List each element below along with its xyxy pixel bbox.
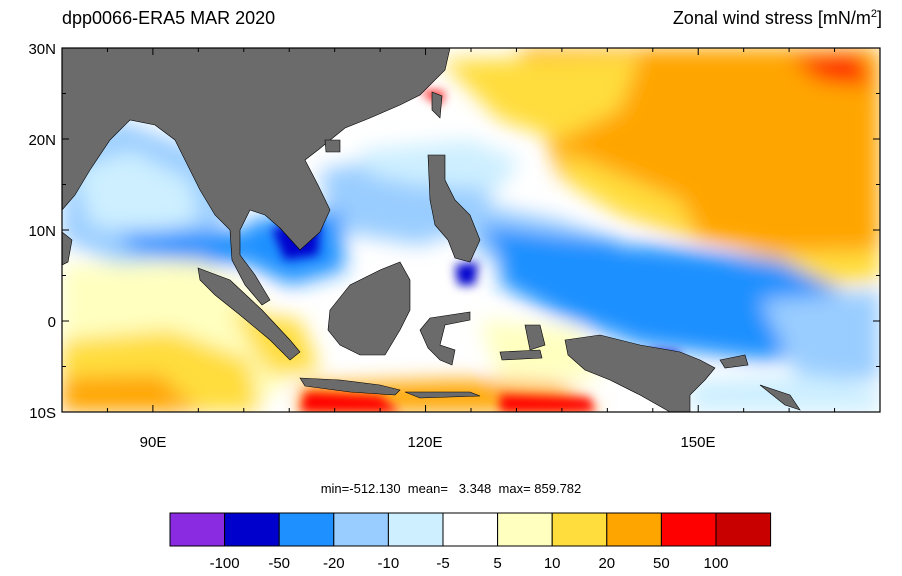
plot-title-left: dpp0066-ERA5 MAR 2020 [62,8,276,28]
colorbar-swatch [715,512,772,547]
colorbar-swatch [333,512,389,547]
lon-label-150e: 150E [680,434,715,451]
colorbar-swatch [169,512,226,547]
land-philippines [427,154,481,263]
colorbar-swatch [497,512,553,547]
title-units-superscript: 2 [870,8,877,20]
title-units-close: ] [876,8,882,28]
lon-label-90e: 90E [140,434,167,451]
land-lesser-sunda [404,391,481,399]
colorbar-label: -10 [378,555,400,572]
land-seram [499,349,543,361]
lat-label-20n: 20N [28,132,56,149]
land-new-guinea [564,334,716,412]
colorbar-swatch [551,512,608,547]
field-statistics: min=-512.130 mean= 3.348 max= 859.782 [320,481,582,496]
colorbar-label: 100 [703,555,728,572]
colorbar-label: 5 [493,555,501,572]
land-java [299,377,401,396]
lat-label-10s: 10S [29,405,56,422]
land-asia-mainland [62,48,451,306]
colorbar-swatch [660,512,717,547]
colorbar-label: -5 [436,555,449,572]
lat-label-10n: 10N [28,223,56,240]
land-solomons [759,384,801,411]
colorbar-label: -100 [210,555,240,572]
land-masses [62,48,801,412]
wind-stress-field [62,48,880,412]
colorbar-swatch [278,512,335,547]
colorbar-swatch [606,512,662,547]
colorbar [169,512,772,547]
land-sulawesi [419,311,471,366]
axis-ticks [61,47,881,413]
colorbar-label: 20 [598,555,615,572]
colorbar-swatch [224,512,280,547]
land-hainan [324,139,341,153]
colorbar-swatch [387,512,444,547]
land-borneo [327,261,411,356]
colorbar-swatch [442,512,499,547]
lon-label-120e: 120E [407,434,442,451]
colorbar-label: 50 [653,555,670,572]
land-sumatra [197,267,301,361]
land-halmahera [524,324,546,351]
land-india-tip [62,231,73,266]
lat-label-0: 0 [48,314,56,331]
colorbar-label: 10 [544,555,561,572]
lat-label-30n: 30N [28,41,56,58]
colorbar-label: -20 [323,555,345,572]
plot-title-right: Zonal wind stress [mN/m2] [673,8,882,29]
land-new-britain [719,354,749,369]
colorbar-labels: -100 -50 -20 -10 -5 5 10 20 50 100 [210,555,729,572]
land-taiwan [431,91,443,119]
colorbar-label: -50 [268,555,290,572]
title-units-text: Zonal wind stress [mN/m [672,8,871,28]
